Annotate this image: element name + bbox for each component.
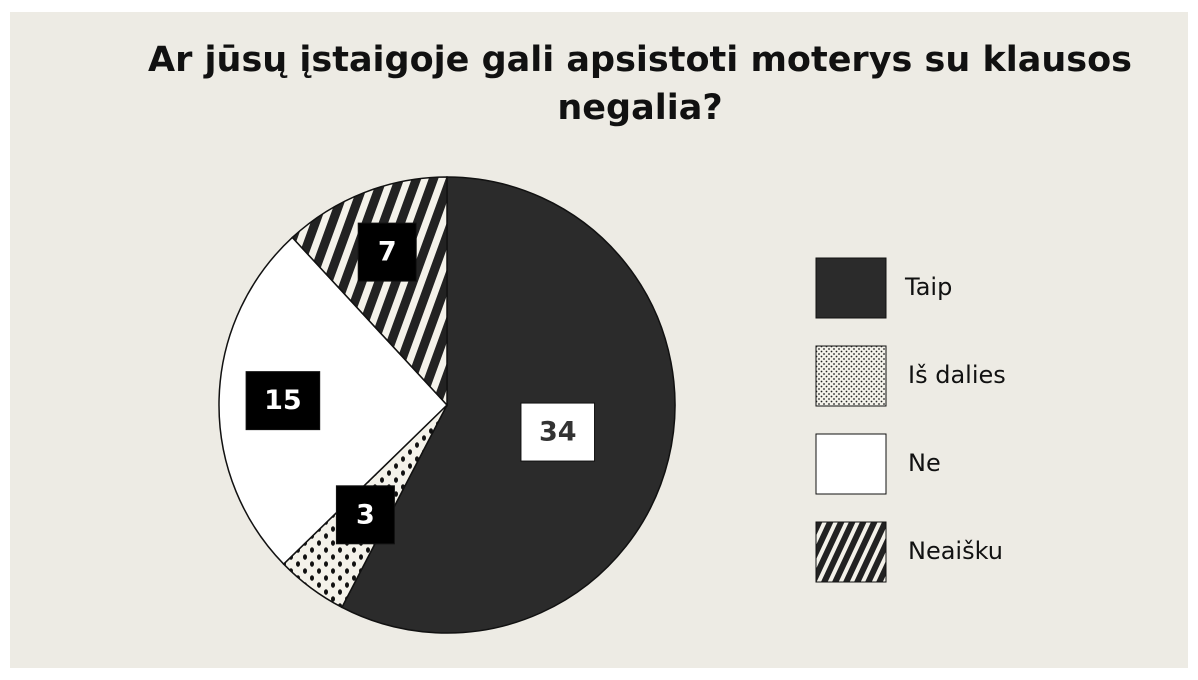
legend-label: Neaišku [908,537,1003,565]
legend-swatch [815,257,887,319]
legend-swatch [815,521,887,583]
pie-slice [340,176,676,634]
legend-label: Iš dalies [908,361,1006,389]
data-label-box [245,371,321,431]
data-label: 34 [539,417,577,448]
data-label-box [357,222,417,282]
data-label: 3 [356,499,375,530]
legend-swatch [815,433,887,495]
legend-label: Taip [904,273,952,301]
legend-swatch [815,345,887,407]
chart-title: Ar jūsų įstaigoje gali apsistoti moterys… [148,40,1132,128]
pie-slice [218,236,449,566]
data-label-box [520,402,596,462]
legend-label: Ne [908,449,941,477]
data-label: 15 [264,385,302,416]
data-label-box [335,485,395,545]
data-label: 7 [378,237,397,268]
